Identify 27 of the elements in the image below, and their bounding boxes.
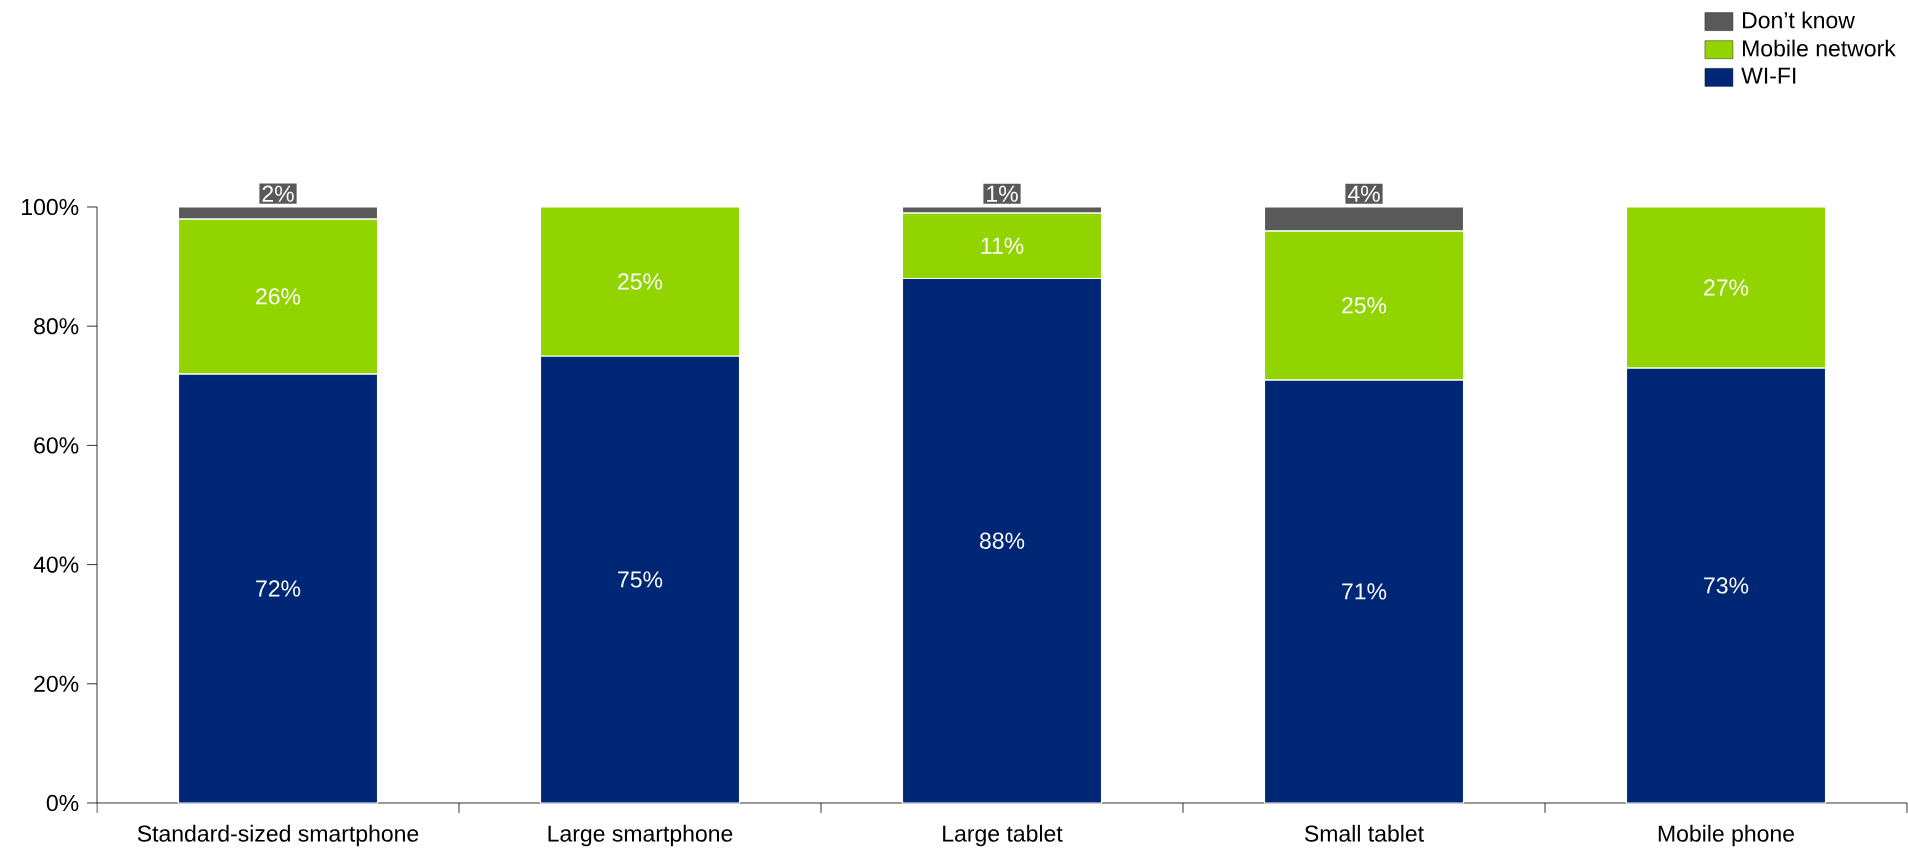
data-label: 27% — [1704, 279, 1749, 296]
y-tick-label: 60% — [34, 437, 79, 454]
y-tick-label: 0% — [46, 794, 79, 812]
data-label: 1% — [987, 185, 1018, 202]
legend-label: WI-FI — [1741, 67, 1796, 84]
y-tick-label: 40% — [33, 556, 79, 573]
data-label: 88% — [980, 532, 1025, 549]
x-tick-label: Large smartphone — [548, 824, 733, 847]
x-tick-label: Small tablet — [1304, 824, 1424, 842]
data-label: 75% — [618, 571, 663, 588]
data-label: 25% — [1342, 297, 1387, 314]
data-label: 26% — [256, 288, 301, 305]
data-label: 2% — [262, 185, 294, 202]
y-tick-label: 80% — [34, 318, 79, 335]
legend-label: Don’t know — [1743, 11, 1855, 29]
legend-label: Mobile network — [1743, 39, 1896, 57]
data-label: 11% — [981, 237, 1024, 254]
x-tick-label: Large tablet — [943, 824, 1063, 847]
data-label: 71% — [1342, 583, 1387, 600]
data-label: 72% — [256, 580, 301, 597]
y-tick-label: 100% — [22, 198, 79, 216]
x-tick-label: Standard-sized smartphone — [137, 824, 419, 847]
data-label: 25% — [618, 273, 663, 290]
data-label: 4% — [1347, 185, 1380, 202]
data-label: 73% — [1704, 577, 1749, 594]
y-tick-label: 20% — [34, 675, 79, 692]
x-tick-label: Mobile phone — [1658, 824, 1794, 847]
